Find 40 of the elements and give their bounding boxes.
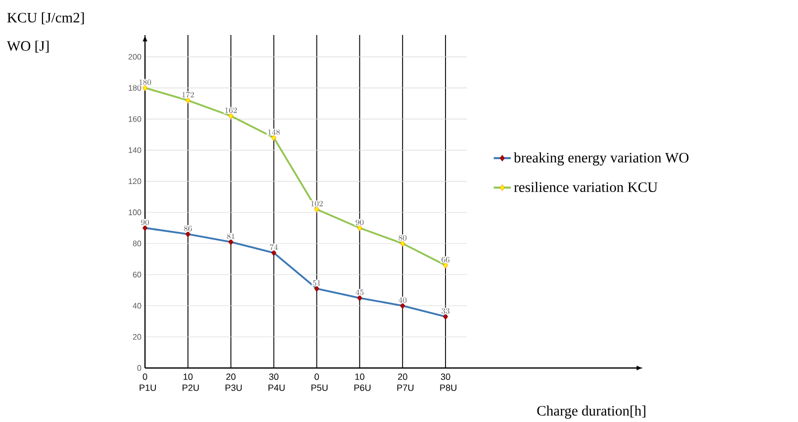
x-tick-label: 0 P1U: [140, 374, 156, 391]
x-axis-title: Charge duration[h]: [537, 406, 646, 419]
data-label: 148: [268, 129, 280, 135]
data-label: 90: [356, 220, 364, 226]
x-tick-label: 30 P4U: [268, 374, 285, 391]
data-label: 80: [398, 235, 406, 241]
data-label: 102: [311, 200, 323, 206]
y-tick-label: 120: [128, 178, 142, 184]
data-label: 40: [398, 297, 406, 303]
y-tick-label: 40: [132, 302, 142, 309]
data-label: 172: [182, 92, 194, 98]
x-tick-label: 10 P2U: [182, 374, 199, 391]
y-axis-title: KCU [J/cm2]: [7, 12, 84, 24]
y-tick-label: 80: [132, 240, 142, 246]
text: WO [J]: [6, 40, 49, 53]
x-tick-label: 10 P6U: [354, 374, 370, 391]
data-label: 162: [225, 108, 237, 114]
data-label: 90: [141, 220, 149, 226]
x-tick-label: 30 P8U: [440, 374, 456, 391]
data-label: 66: [442, 256, 450, 262]
y-tick-label: 60: [132, 272, 142, 278]
data-label: 51: [312, 280, 320, 286]
legend-label: resilience variation KCU: [514, 182, 658, 192]
x-tick-label: 20 P7U: [397, 374, 414, 391]
data-label: 81: [226, 234, 234, 240]
data-label: 74: [270, 244, 278, 250]
data-label: 86: [184, 226, 192, 232]
data-label: 180: [139, 80, 152, 86]
x-tick-label: 20 P3U: [226, 374, 242, 391]
y-tick-label: 100: [128, 210, 142, 216]
y-tick-label: 180: [128, 85, 142, 91]
data-label: 33: [442, 308, 450, 314]
y-tick-label: 20: [132, 334, 142, 340]
y-tick-label: 0: [137, 365, 142, 371]
x-tick-label: 0 P5U: [311, 374, 328, 391]
data-label: 45: [356, 290, 364, 296]
y-tick-label: 160: [128, 116, 142, 122]
y-tick-label: 140: [128, 147, 142, 153]
y-tick-label: 200: [128, 54, 142, 60]
legend-label: breaking energy variation WO: [514, 152, 688, 166]
